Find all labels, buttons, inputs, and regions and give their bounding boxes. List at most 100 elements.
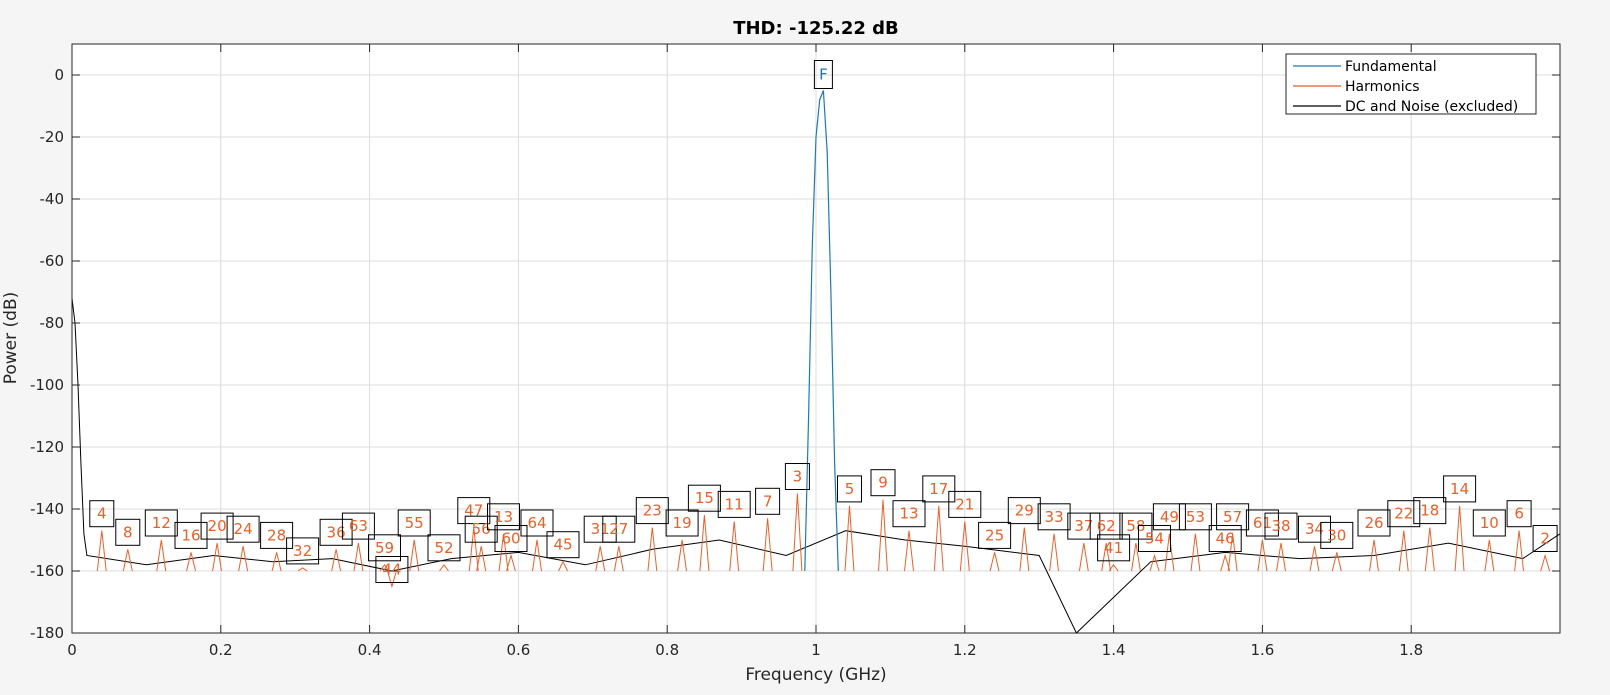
harmonic-label: 29 (1015, 502, 1034, 520)
harmonic-label: 31 (591, 520, 610, 538)
harmonic-peak (1019, 527, 1030, 572)
harmonic-peak (1164, 533, 1175, 572)
harmonic-label-box (1443, 475, 1477, 503)
harmonic-label-box (717, 490, 751, 518)
harmonic-label: 16 (181, 526, 200, 544)
fundamental-layer (804, 90, 839, 572)
harmonic-label: 17 (929, 480, 948, 498)
harmonic-peak (96, 530, 107, 572)
harmonic-label: 46 (1216, 530, 1235, 548)
harmonic-peak (1049, 533, 1059, 572)
harmonic-label: 49 (1160, 508, 1179, 526)
y-tick-label: -160 (30, 562, 64, 580)
harmonic-label-box (922, 475, 956, 503)
harmonic-peak (409, 539, 420, 572)
harmonic-label-box (375, 556, 409, 583)
harmonic-label-box (1178, 503, 1212, 531)
harmonic-peak (387, 570, 397, 589)
harmonic-label-box (1357, 509, 1391, 537)
harmonic-label-box (1007, 497, 1041, 525)
harmonic-label-box (1119, 512, 1153, 540)
harmonic-peak (558, 560, 568, 572)
harmonic-peak (468, 527, 479, 572)
harmonic-label: 62 (1097, 517, 1116, 535)
harmonic-label-box (200, 512, 234, 540)
y-tick-label: 0 (54, 66, 64, 84)
harmonic-label-box (1506, 500, 1532, 528)
harmonic-peak (792, 493, 803, 572)
x-tick-label: 1 (811, 641, 821, 659)
harmonic-label: 25 (985, 526, 1004, 544)
harmonic-peak (271, 552, 282, 572)
harmonic-label-box (1387, 500, 1421, 528)
harmonic-label-box (948, 490, 982, 518)
harmonic-peak (1190, 533, 1201, 572)
harmonic-label-box (1089, 512, 1123, 540)
harmonic-label-box (755, 487, 781, 515)
harmonic-label: 52 (434, 539, 453, 557)
harmonic-peak (1454, 505, 1465, 572)
harmonic-label-box (1532, 525, 1558, 552)
harmonic-peak (647, 527, 658, 572)
y-axis-label: Power (dB) (1, 292, 21, 385)
harmonic-label: 12 (152, 514, 171, 532)
harmonic-label-box (226, 515, 260, 543)
harmonic-label-box (1152, 503, 1186, 531)
harmonic-label-box (1097, 534, 1131, 562)
harmonic-label-box (144, 509, 178, 537)
harmonic-label: 64 (527, 514, 546, 532)
harmonic-peak (1131, 543, 1141, 572)
harmonic-label-box (1320, 521, 1354, 549)
harmonic-peak (1220, 553, 1231, 572)
y-tick-label: -80 (40, 314, 65, 332)
harmonic-label: 7 (763, 492, 773, 510)
legend-label-noise: DC and Noise (excluded) (1345, 99, 1518, 115)
legend-box (1285, 53, 1537, 115)
harmonic-label-box (546, 531, 580, 559)
harmonic-label: 55 (405, 514, 424, 532)
harmonic-label: 61 (1253, 514, 1272, 532)
harmonic-label-box (1037, 503, 1071, 531)
x-tick-label: 1.6 (1250, 641, 1274, 659)
harmonic-label: 11 (725, 495, 744, 513)
harmonic-peak (1078, 543, 1089, 572)
harmonic-label: 24 (234, 520, 253, 538)
harmonic-label-box (1264, 512, 1298, 540)
harmonic-label: 45 (553, 536, 572, 554)
harmonic-peak (1514, 530, 1524, 572)
harmonic-label-box (1298, 515, 1331, 543)
y-tick-label: -140 (30, 500, 64, 518)
harmonic-peak (959, 521, 970, 572)
harmonic-label-box (341, 512, 375, 540)
harmonic-label-box (1067, 512, 1101, 540)
noise-line (71, 298, 1561, 634)
y-tick-label: -180 (30, 624, 64, 642)
harmonic-peak (595, 546, 606, 572)
y-tick-label: -120 (30, 438, 64, 456)
harmonic-label-box (487, 503, 520, 531)
harmonic-label: 3 (793, 468, 803, 486)
harmonic-peak (353, 543, 364, 572)
harmonic-label-box (870, 469, 896, 497)
harmonic-label-box (319, 518, 353, 546)
harmonic-label: 19 (673, 514, 692, 532)
harmonic-label-box (1413, 497, 1447, 525)
harmonic-label: 23 (643, 502, 662, 520)
harmonic-label: 36 (327, 523, 346, 541)
harmonic-peak (1257, 539, 1268, 572)
harmonic-peak (677, 539, 687, 572)
harmonic-label: 2 (1540, 530, 1550, 548)
noise-layer (71, 298, 1561, 634)
harmonic-label: 27 (609, 520, 628, 538)
harmonic-label-box (813, 60, 833, 89)
harmonic-peak (498, 533, 509, 572)
harmonic-peak (1276, 543, 1286, 572)
harmonic-peak (1149, 553, 1160, 572)
harmonic-label: 59 (375, 539, 394, 557)
harmonic-peak (729, 521, 740, 572)
y-tick-label: -20 (40, 128, 65, 146)
harmonic-label: 38 (1271, 517, 1290, 535)
harmonic-label-box (89, 500, 115, 528)
harmonic-label: 41 (1104, 539, 1123, 557)
